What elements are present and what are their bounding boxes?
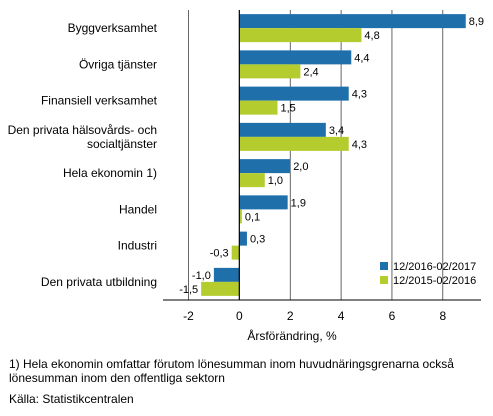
bar-series-2 <box>239 136 349 151</box>
x-axis-title: Årsförändring, % <box>247 328 337 343</box>
x-tick-label: 0 <box>236 309 243 323</box>
bar-series-1 <box>239 195 288 210</box>
bar-series-1 <box>239 86 349 101</box>
source-note: Källa: Statistikcentralen <box>9 392 134 406</box>
bar-series-2 <box>231 245 240 260</box>
category-label: Den privata hälsovårds- och socialtjänste… <box>8 123 157 151</box>
bar-chart: 8,9 4,8 4,4 2,4 4,3 1,5 3,4 4,3 2,0 1,0 1,9 0,1 0,3 -… <box>8 10 484 343</box>
bar-series-1 <box>239 159 291 174</box>
data-label: -1,0 <box>192 270 211 282</box>
bar-series-1 <box>239 231 247 246</box>
category-label: Byggverksamhet <box>68 21 158 35</box>
legend-swatch-1 <box>380 262 388 270</box>
x-tick-label: -2 <box>183 309 194 323</box>
category-label: Industri <box>118 239 157 253</box>
legend-label-2: 12/2015-02/2016 <box>393 275 476 287</box>
data-label: 2,0 <box>293 161 308 173</box>
footnote-line-2: lönesumman inom den offentliga sektorn <box>9 371 225 385</box>
bar-series-1 <box>239 122 326 137</box>
bar-series-2 <box>239 28 362 43</box>
footnote-line-1: 1) Hela ekonomin omfattar förutom lönesu… <box>9 357 454 371</box>
x-tick-label: 8 <box>439 309 446 323</box>
data-label: 0,3 <box>250 234 265 246</box>
data-label: -1,5 <box>179 284 198 296</box>
x-tick-label: 2 <box>287 309 294 323</box>
legend-label-1: 12/2016-02/2017 <box>393 261 476 273</box>
data-label: 4,4 <box>354 52 369 64</box>
category-label: Finansiell verksamhet <box>41 94 158 108</box>
data-label: -0,3 <box>210 248 229 260</box>
bar-series-1 <box>239 14 466 29</box>
data-label: 8,9 <box>469 16 484 28</box>
bar-series-2 <box>239 64 301 79</box>
category-label: Den privata utbildning <box>41 275 157 289</box>
legend-swatch-2 <box>380 276 388 284</box>
bar-series-2 <box>239 173 265 188</box>
data-label: 1,9 <box>291 197 306 209</box>
data-label: 4,3 <box>352 139 367 151</box>
category-label: Hela ekonomin 1) <box>63 166 157 180</box>
bar-series-2 <box>201 281 240 296</box>
data-label: 0,1 <box>245 211 260 223</box>
category-label: Övriga tjänster <box>79 57 157 71</box>
x-tick-label: 6 <box>389 309 396 323</box>
data-label: 1,0 <box>268 175 283 187</box>
data-label: 4,8 <box>364 30 379 42</box>
data-label: 1,5 <box>280 103 295 115</box>
data-label: 3,4 <box>329 125 344 137</box>
bar-series-1 <box>239 50 352 65</box>
bar-series-2 <box>239 100 278 115</box>
category-label: Handel <box>119 202 157 216</box>
data-label: 4,3 <box>352 89 367 101</box>
x-tick-label: 4 <box>338 309 345 323</box>
data-label: 2,4 <box>303 66 318 78</box>
bar-series-2 <box>239 209 242 224</box>
bar-series-1 <box>213 267 240 282</box>
